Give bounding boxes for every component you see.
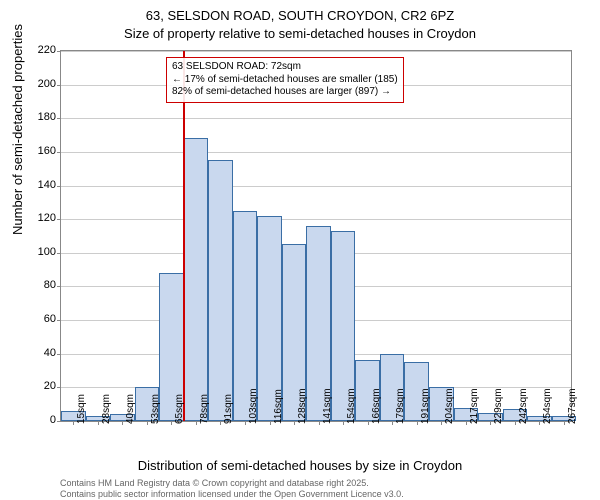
- x-tick-label: 78sqm: [199, 394, 210, 424]
- x-tick-label: 141sqm: [322, 388, 333, 424]
- y-tick-label: 40: [26, 347, 56, 359]
- x-tick-mark: [392, 421, 393, 425]
- x-tick-label: 53sqm: [150, 394, 161, 424]
- x-tick-label: 191sqm: [420, 388, 431, 424]
- histogram-bar: [184, 138, 209, 421]
- gridline: [61, 51, 571, 52]
- y-tick-label: 140: [26, 179, 56, 191]
- y-tick-mark: [57, 219, 61, 220]
- x-tick-mark: [343, 421, 344, 425]
- histogram-bar: [208, 160, 233, 421]
- x-tick-mark: [171, 421, 172, 425]
- x-tick-label: 229sqm: [493, 388, 504, 424]
- y-tick-label: 160: [26, 145, 56, 157]
- x-tick-label: 254sqm: [542, 388, 553, 424]
- y-tick-label: 60: [26, 313, 56, 325]
- x-tick-label: 15sqm: [76, 394, 87, 424]
- property-marker-line: [183, 51, 185, 421]
- y-tick-label: 20: [26, 380, 56, 392]
- x-tick-mark: [441, 421, 442, 425]
- histogram-plot: 63 SELSDON ROAD: 72sqm← 17% of semi-deta…: [60, 50, 572, 422]
- x-tick-mark: [539, 421, 540, 425]
- y-tick-label: 120: [26, 212, 56, 224]
- x-tick-label: 154sqm: [346, 388, 357, 424]
- x-tick-label: 116sqm: [273, 389, 284, 424]
- y-tick-mark: [57, 118, 61, 119]
- x-tick-label: 40sqm: [125, 394, 136, 424]
- x-tick-mark: [98, 421, 99, 425]
- y-tick-label: 0: [26, 414, 56, 426]
- y-tick-mark: [57, 152, 61, 153]
- chart-title-line1: 63, SELSDON ROAD, SOUTH CROYDON, CR2 6PZ: [0, 8, 600, 23]
- y-tick-label: 220: [26, 44, 56, 56]
- annotation-box: 63 SELSDON ROAD: 72sqm← 17% of semi-deta…: [166, 57, 404, 103]
- x-tick-label: 166sqm: [371, 388, 382, 424]
- gridline: [61, 186, 571, 187]
- x-tick-label: 91sqm: [223, 394, 234, 424]
- y-tick-mark: [57, 51, 61, 52]
- gridline: [61, 152, 571, 153]
- x-tick-mark: [294, 421, 295, 425]
- y-tick-mark: [57, 387, 61, 388]
- y-tick-mark: [57, 186, 61, 187]
- x-tick-mark: [245, 421, 246, 425]
- y-tick-label: 100: [26, 246, 56, 258]
- x-tick-label: 128sqm: [297, 388, 308, 424]
- y-tick-label: 200: [26, 78, 56, 90]
- x-tick-mark: [417, 421, 418, 425]
- x-tick-label: 217sqm: [469, 388, 480, 424]
- y-tick-mark: [57, 286, 61, 287]
- x-tick-mark: [73, 421, 74, 425]
- x-tick-label: 242sqm: [518, 388, 529, 424]
- x-tick-label: 65sqm: [174, 394, 185, 424]
- x-tick-mark: [564, 421, 565, 425]
- x-tick-mark: [319, 421, 320, 425]
- annotation-line1: 63 SELSDON ROAD: 72sqm: [172, 61, 398, 74]
- x-tick-mark: [147, 421, 148, 425]
- y-tick-label: 80: [26, 279, 56, 291]
- x-axis-label: Distribution of semi-detached houses by …: [0, 458, 600, 473]
- x-tick-mark: [368, 421, 369, 425]
- y-tick-mark: [57, 421, 61, 422]
- annotation-line2: ← 17% of semi-detached houses are smalle…: [172, 74, 398, 87]
- x-tick-mark: [270, 421, 271, 425]
- y-tick-mark: [57, 85, 61, 86]
- x-tick-mark: [122, 421, 123, 425]
- credits: Contains HM Land Registry data © Crown c…: [60, 478, 404, 500]
- x-tick-label: 28sqm: [101, 394, 112, 424]
- x-tick-label: 204sqm: [444, 388, 455, 424]
- x-tick-label: 103sqm: [248, 388, 259, 424]
- x-tick-label: 267sqm: [567, 388, 578, 424]
- gridline: [61, 118, 571, 119]
- credits-line2: Contains public sector information licen…: [60, 489, 404, 500]
- annotation-line3: 82% of semi-detached houses are larger (…: [172, 86, 398, 99]
- y-tick-mark: [57, 320, 61, 321]
- x-tick-label: 179sqm: [395, 388, 406, 424]
- y-tick-mark: [57, 253, 61, 254]
- gridline: [61, 219, 571, 220]
- credits-line1: Contains HM Land Registry data © Crown c…: [60, 478, 404, 489]
- y-axis-label: Number of semi-detached properties: [10, 24, 25, 235]
- x-tick-mark: [220, 421, 221, 425]
- x-tick-mark: [196, 421, 197, 425]
- x-tick-mark: [466, 421, 467, 425]
- y-tick-mark: [57, 354, 61, 355]
- x-tick-mark: [490, 421, 491, 425]
- x-tick-mark: [515, 421, 516, 425]
- chart-title-line2: Size of property relative to semi-detach…: [0, 26, 600, 41]
- y-tick-label: 180: [26, 111, 56, 123]
